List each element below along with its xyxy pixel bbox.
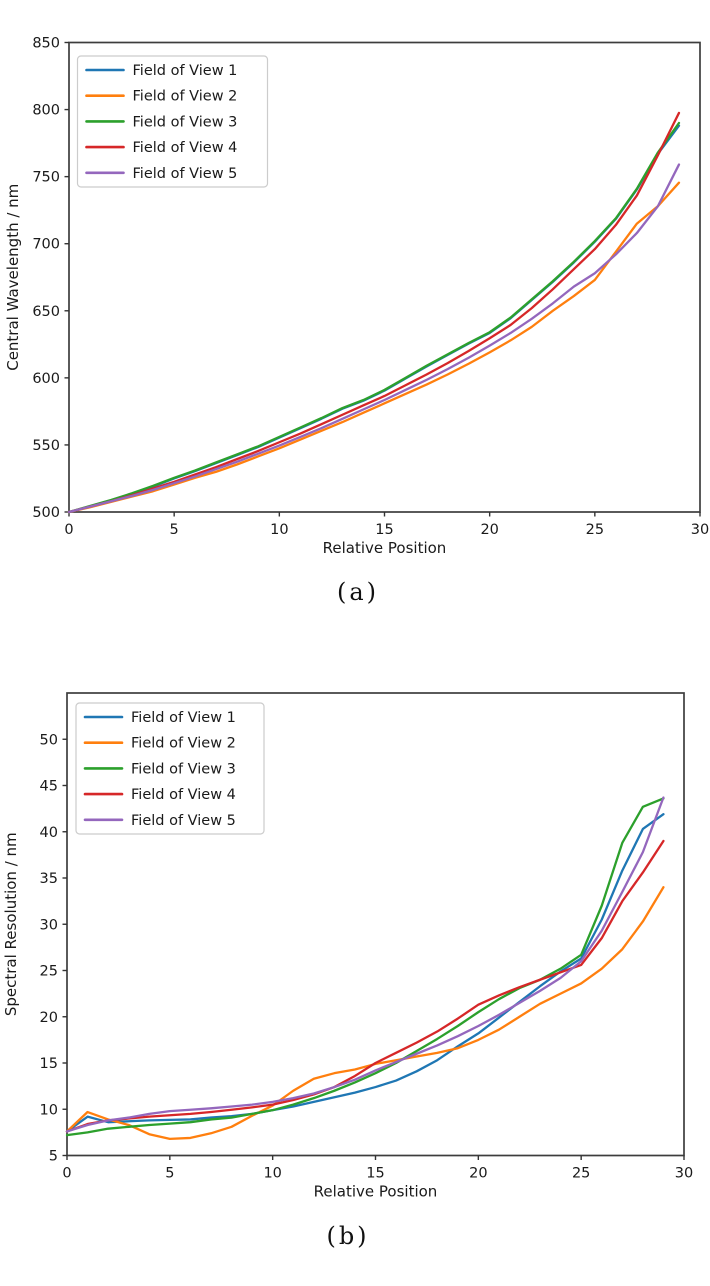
series-line-field-of-view-4 xyxy=(67,111,681,514)
y-tick-label: 20 xyxy=(40,1010,58,1026)
y-tick-label: 550 xyxy=(32,438,60,454)
legend-box xyxy=(76,55,269,188)
x-tick-label: 15 xyxy=(375,522,393,538)
y-tick-label: 600 xyxy=(32,371,60,387)
y-tick-label: 30 xyxy=(40,917,58,933)
x-tick-label: 10 xyxy=(270,522,288,538)
y-tick-label: 15 xyxy=(40,1056,58,1072)
legend-item-field-of-view-3: Field of View 3 xyxy=(85,114,238,130)
y-tick-label: 750 xyxy=(32,170,60,186)
series-lines xyxy=(65,796,665,1141)
series-line-field-of-view-4 xyxy=(65,839,665,1133)
y-tick-label: 35 xyxy=(40,871,58,887)
legend-label: Field of View 5 xyxy=(131,813,236,829)
x-tick-label: 30 xyxy=(675,1166,693,1182)
x-tick-label: 10 xyxy=(263,1166,281,1182)
legend-item-field-of-view-4: Field of View 4 xyxy=(85,140,238,156)
x-tick-label: 15 xyxy=(366,1166,384,1182)
legend-item-field-of-view-3: Field of View 3 xyxy=(83,761,236,777)
legend: Field of View 1 Field of View 2 Field of V… xyxy=(76,55,269,188)
caption-b: (b) xyxy=(326,1222,370,1250)
y-tick-label: 10 xyxy=(40,1102,58,1118)
y-tick-label: 800 xyxy=(32,103,60,119)
y-tick-label: 500 xyxy=(32,505,60,521)
series-line-field-of-view-3 xyxy=(67,121,681,514)
legend-item-field-of-view-5: Field of View 5 xyxy=(83,813,236,829)
y-tick-label: 50 xyxy=(40,732,58,748)
x-tick-label: 25 xyxy=(572,1166,590,1182)
series-line-field-of-view-3 xyxy=(65,797,665,1137)
legend-label: Field of View 4 xyxy=(133,140,238,156)
x-tick-label: 30 xyxy=(691,522,709,538)
x-tick-label: 0 xyxy=(64,522,73,538)
x-tick-label: 20 xyxy=(480,522,498,538)
legend-item-field-of-view-2: Field of View 2 xyxy=(85,89,238,105)
y-axis: 500 550 600 650 700 750 800 850 xyxy=(32,36,69,521)
legend-label: Field of View 1 xyxy=(131,710,236,726)
x-tick-label: 25 xyxy=(586,522,604,538)
y-tick-label: 40 xyxy=(40,825,58,841)
series-line-field-of-view-5 xyxy=(65,796,665,1133)
legend-label: Field of View 3 xyxy=(131,761,236,777)
legend-label: Field of View 5 xyxy=(133,166,238,182)
legend-item-field-of-view-1: Field of View 1 xyxy=(85,63,238,79)
series-line-field-of-view-5 xyxy=(67,163,681,514)
x-tick-label: 20 xyxy=(469,1166,487,1182)
legend-label: Field of View 2 xyxy=(133,89,238,105)
x-tick-label: 5 xyxy=(165,1166,174,1182)
y-tick-label: 700 xyxy=(32,237,60,253)
series-line-field-of-view-2 xyxy=(67,181,681,514)
y-axis: 5 10 15 20 25 30 35 40 45 50 xyxy=(40,732,67,1165)
caption-a: (a) xyxy=(336,578,380,606)
x-axis: 0 5 10 15 20 25 30 xyxy=(64,512,709,538)
y-tick-label: 5 xyxy=(49,1149,58,1165)
legend-label: Field of View 3 xyxy=(133,114,238,130)
y-tick-label: 650 xyxy=(32,304,60,320)
legend-box xyxy=(75,702,265,835)
x-axis-label: Relative Position xyxy=(314,1183,438,1201)
series-line-field-of-view-2 xyxy=(65,886,665,1141)
y-tick-label: 45 xyxy=(40,779,58,795)
x-axis-label: Relative Position xyxy=(323,539,447,557)
x-tick-label: 5 xyxy=(170,522,179,538)
legend-item-field-of-view-4: Field of View 4 xyxy=(83,787,236,803)
legend-item-field-of-view-5: Field of View 5 xyxy=(85,166,238,182)
y-axis-label: Spectral Resolution / nm xyxy=(2,832,20,1016)
legend-label: Field of View 4 xyxy=(131,787,236,803)
legend-label: Field of View 2 xyxy=(131,736,236,752)
series-line-field-of-view-1 xyxy=(65,813,665,1133)
y-tick-label: 850 xyxy=(32,36,60,52)
x-tick-label: 0 xyxy=(62,1166,71,1182)
chart-b-spectral-resolution: 0 5 10 15 20 25 305101520253035404550Relative … xyxy=(2,692,693,1201)
x-axis: 0 5 10 15 20 25 30 xyxy=(62,1155,693,1182)
series-lines xyxy=(67,111,681,514)
legend-label: Field of View 1 xyxy=(133,63,238,79)
legend: Field of View 1 Field of View 2 Field of V… xyxy=(75,702,265,835)
y-tick-label: 25 xyxy=(40,964,58,980)
chart-a-central-wavelength: 0 5 10 15 20 25 30 500 550 600 650 700 750 800 850 Rela… xyxy=(4,36,709,558)
legend-item-field-of-view-1: Field of View 1 xyxy=(83,710,236,726)
legend-item-field-of-view-2: Field of View 2 xyxy=(83,736,236,752)
y-axis-label: Central Wavelength / nm xyxy=(4,184,22,371)
